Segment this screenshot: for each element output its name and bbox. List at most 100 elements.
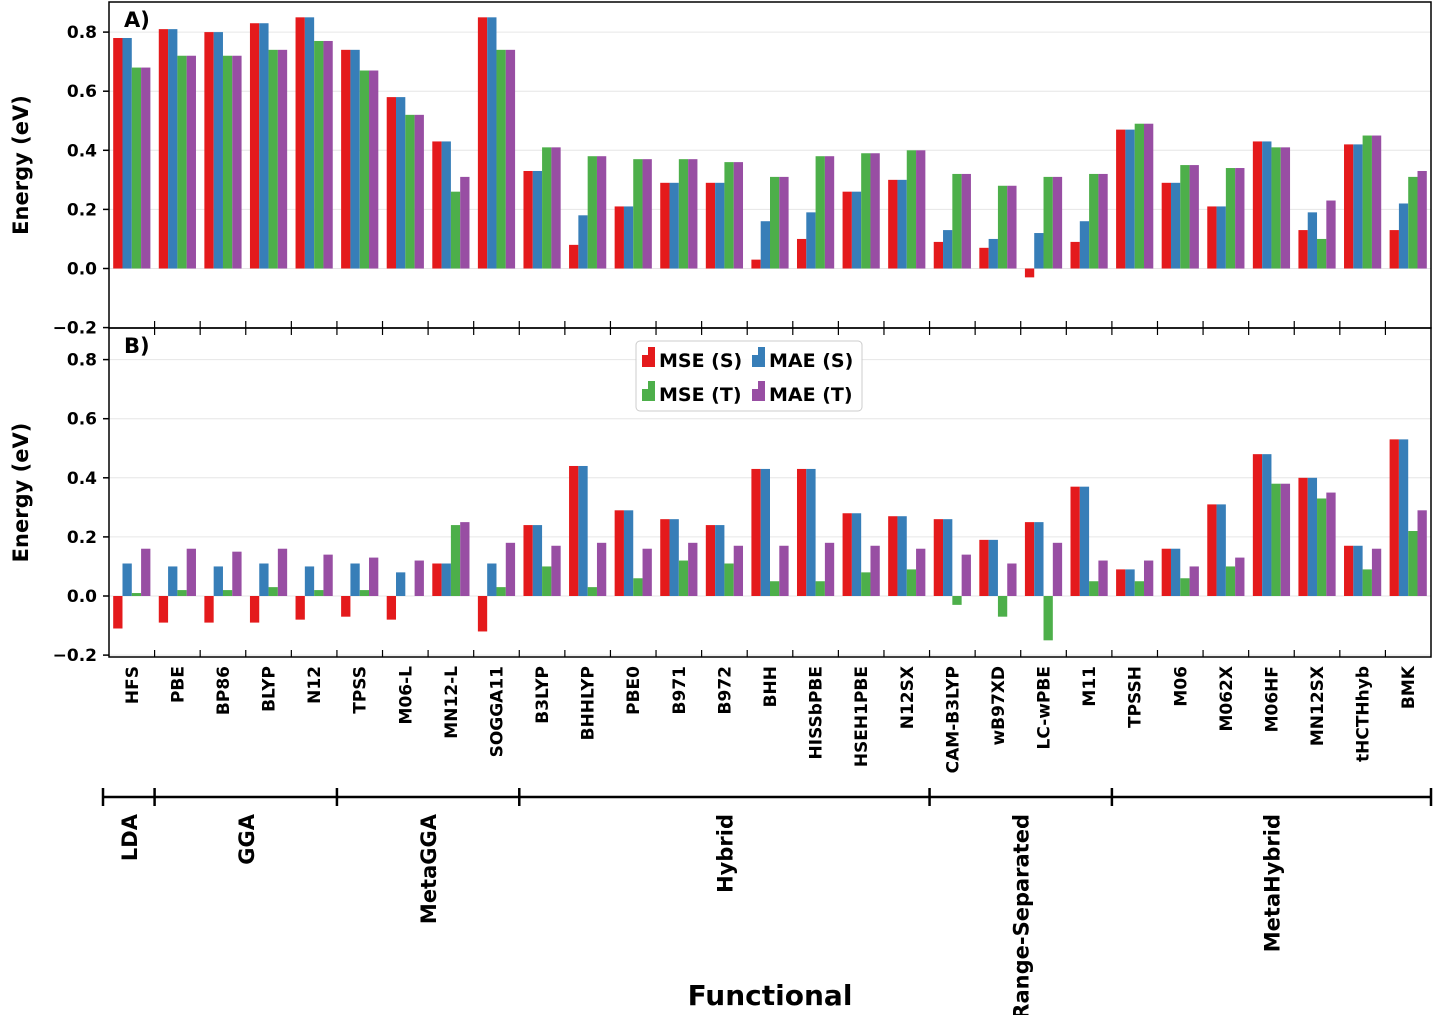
bar-mse-s-cam-b3lyp (933, 519, 944, 596)
bar-mse-t-m06 (1180, 578, 1190, 596)
bar-mse-t-hseh1pbe (861, 153, 871, 269)
bar-mae-t-m062x (1235, 557, 1245, 596)
bar-mse-s-hfs (113, 38, 123, 269)
bar-mae-t-mn12-l (460, 522, 470, 597)
bar-mae-s-blyp (259, 23, 269, 269)
bar-mae-t-hfs (141, 67, 151, 269)
bar-mse-t-m06hf (1271, 483, 1281, 596)
legend-label: MAE (S) (769, 350, 853, 372)
bar-mae-t-bhh (779, 545, 789, 596)
panel-label: B) (124, 334, 150, 358)
bar-mae-s-wb97xd (988, 539, 998, 596)
y-tick-label: 0.8 (67, 351, 97, 371)
bar-mse-t-thcthhyb (1362, 135, 1372, 269)
bar-mae-s-n12 (304, 566, 315, 596)
y-tick-label: 0.6 (67, 82, 97, 102)
legend-swatch (758, 381, 765, 401)
bar-mse-t-pbe (177, 590, 187, 596)
bar-mae-t-n12sx (916, 150, 926, 269)
bar-mse-t-b971 (678, 560, 689, 596)
bar-mse-s-bhhlyp (569, 465, 579, 596)
bar-mae-t-hfs (141, 548, 151, 596)
bar-mse-t-bp86 (222, 590, 233, 596)
bar-mae-s-m062x (1216, 206, 1226, 269)
bar-mse-s-n12 (295, 17, 305, 269)
bar-mae-s-m11 (1079, 486, 1090, 596)
bar-mae-t-blyp (277, 49, 288, 269)
bar-mse-s-m062x (1207, 206, 1217, 269)
bar-mae-s-mn12-l (441, 141, 451, 269)
bar-mae-s-m06hf (1262, 141, 1272, 269)
bar-mse-t-bhh (770, 176, 780, 269)
bar-mse-t-mn12sx (1317, 238, 1327, 269)
bar-mse-t-lc-wpbe (1043, 596, 1053, 641)
legend-label: MSE (S) (659, 350, 742, 372)
bar-mae-s-n12sx (897, 516, 907, 596)
bar-mse-s-hseh1pbe (842, 513, 852, 596)
bar-mae-t-blyp (277, 548, 288, 596)
bar-mse-t-hfs (131, 67, 142, 269)
bar-mae-s-hseh1pbe (851, 191, 862, 269)
bar-mse-s-tpss (341, 49, 351, 269)
bar-mse-t-m06-l (405, 114, 415, 269)
y-tick-label: 0.4 (67, 141, 97, 161)
category-label: M062X (1217, 666, 1237, 732)
legend-swatch (642, 389, 649, 401)
y-tick-label: −0.2 (53, 646, 97, 666)
bar-mae-t-bhh (779, 176, 789, 269)
bar-mse-s-pbe (158, 596, 169, 623)
bar-mae-t-n12sx (916, 548, 926, 596)
bar-mse-s-m062x (1207, 504, 1217, 596)
category-label: MN12SX (1308, 666, 1328, 746)
bar-mae-s-n12sx (897, 179, 907, 269)
bar-mae-t-b3lyp (551, 545, 561, 596)
panel-b: 0.8 0.6 0.4 0.2 0.0 −0.2 B) Energy (eV) (9, 327, 1432, 666)
bar-mae-t-lc-wpbe (1052, 542, 1063, 596)
bar-mae-s-b972 (715, 182, 725, 269)
bar-mse-t-n12 (314, 40, 324, 269)
bar-mae-t-b972 (733, 545, 744, 596)
bar-mae-t-mn12sx (1326, 200, 1336, 269)
bar-mae-s-hissbpbe (806, 468, 816, 596)
bar-mse-t-m062x (1225, 168, 1236, 269)
bar-mae-s-pbe0 (623, 510, 634, 596)
bar-mse-t-pbe (177, 55, 187, 269)
bar-mse-t-n12 (314, 590, 324, 596)
bar-mae-t-sogga11 (505, 542, 516, 596)
panel-label: A) (124, 8, 150, 32)
bar-mse-s-n12sx (888, 179, 898, 269)
y-tick-label: 0.0 (67, 587, 97, 607)
bar-mae-s-sogga11 (487, 17, 497, 269)
y-tick-label: 0.4 (67, 469, 97, 489)
bar-mse-s-tpssh (1116, 129, 1126, 269)
y-tick-label: 0.8 (67, 23, 97, 43)
bar-mae-t-m11 (1098, 173, 1108, 269)
bar-mse-s-m06-l (386, 97, 397, 269)
bar-mse-s-m06hf (1252, 141, 1263, 269)
bar-mae-t-b971 (688, 542, 698, 596)
bar-mse-s-mn12-l (432, 563, 442, 596)
y-tick-label: 0.2 (67, 528, 97, 548)
bar-mse-s-n12 (295, 596, 305, 620)
bar-mae-s-bmk (1398, 203, 1409, 269)
bar-mae-s-wb97xd (988, 238, 998, 269)
bar-mse-s-lc-wpbe (1024, 268, 1035, 278)
bar-mse-t-hissbpbe (815, 156, 825, 269)
bar-mse-t-tpssh (1134, 123, 1144, 269)
bar-mae-t-mn12-l (460, 176, 470, 269)
bar-mse-s-wb97xd (979, 247, 989, 269)
bar-mae-s-cam-b3lyp (943, 230, 953, 269)
bar-mae-s-tpssh (1125, 569, 1135, 596)
bar-mae-t-n12 (323, 554, 333, 596)
bar-mse-s-m11 (1070, 486, 1080, 596)
bar-mae-s-n12 (304, 17, 315, 269)
bar-mse-t-hseh1pbe (861, 572, 871, 596)
bar-mae-s-b3lyp (532, 170, 543, 269)
bar-mae-s-blyp (259, 563, 269, 596)
legend-swatch (758, 347, 765, 367)
bar-mse-s-bmk (1389, 230, 1399, 269)
bar-mae-t-hissbpbe (824, 542, 835, 596)
bar-mae-s-lc-wpbe (1034, 233, 1044, 269)
bar-mse-t-n12sx (906, 150, 917, 269)
bar-mse-s-pbe0 (614, 510, 624, 596)
